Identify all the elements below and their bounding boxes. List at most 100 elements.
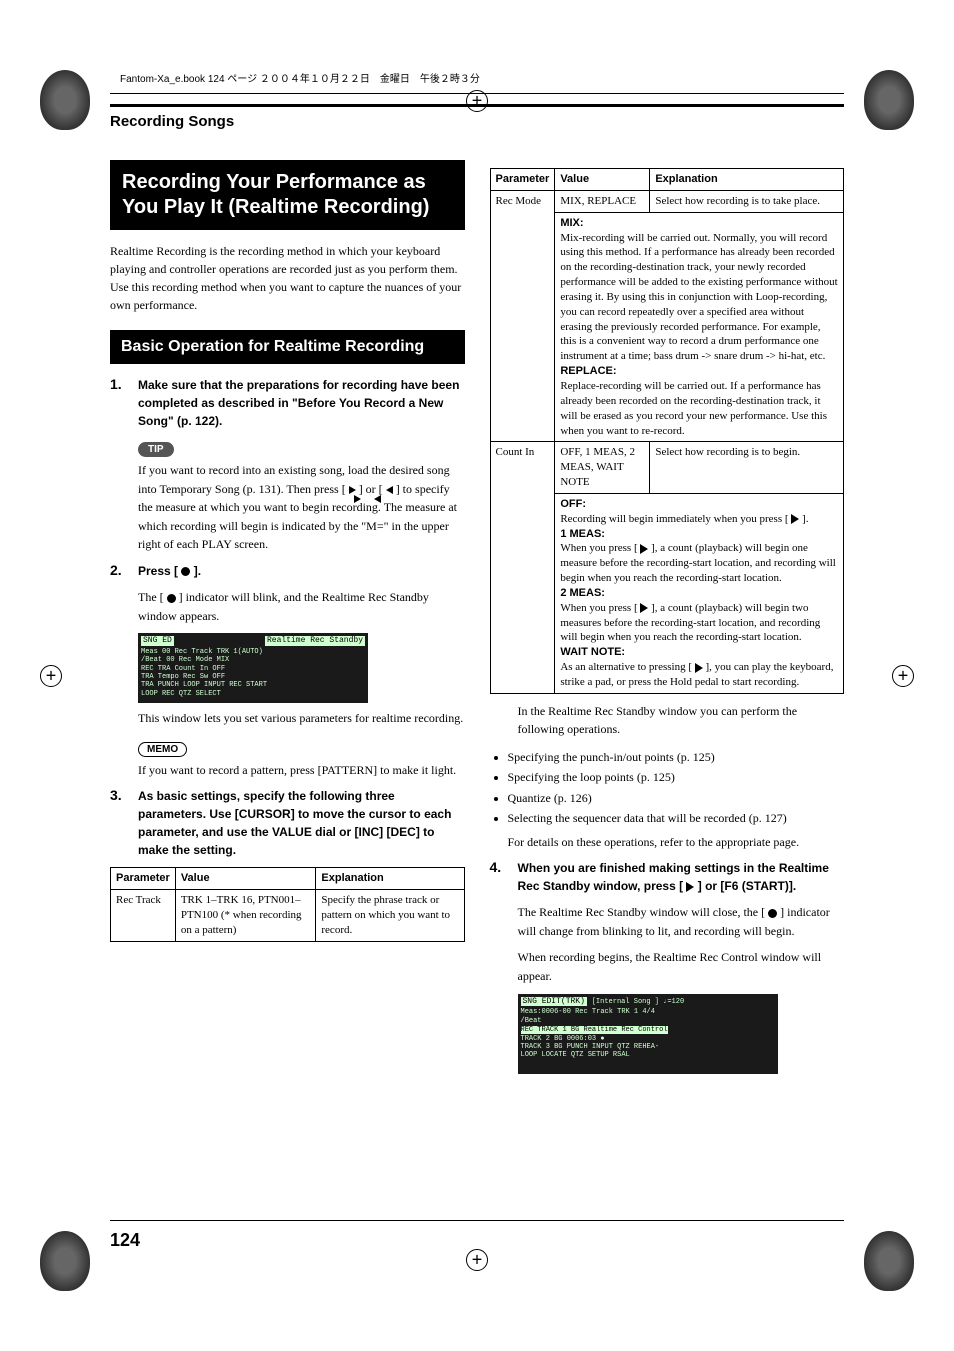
mix-text: Mix-recording will be carried out. Norma… [560, 232, 837, 363]
t2-h-param: Parameter [490, 169, 555, 191]
record-icon-2 [167, 594, 176, 603]
ss2-l4: TRACK 2 BG 0006:03 ● [521, 1035, 775, 1043]
t2-recmode-detail: MIX: Mix-recording will be carried out. … [555, 212, 844, 442]
left-column: Recording Your Performance as You Play I… [110, 160, 465, 1080]
print-corner-br [864, 1231, 914, 1291]
play-icon-5 [686, 882, 694, 892]
step-4-text-a: The Realtime Rec Standby window will clo… [518, 905, 769, 919]
replace-text: Replace-recording will be carried out. I… [560, 380, 827, 437]
lcd-screenshot-control: SNG EDIT(TRK) [Internal Song ] ♩=120 Mea… [518, 994, 778, 1074]
step-1: 1. Make sure that the preparations for r… [110, 376, 465, 430]
record-icon-3 [768, 909, 777, 918]
step-num-3: 3. [110, 787, 128, 859]
step-2-text-b: ] indicator will blink, and the Realtime… [138, 590, 429, 623]
ss1-l5: TRA PUNCH LOOP INPUT REC START [141, 681, 365, 689]
t2-countin-p: Count In [490, 442, 555, 694]
wn-text-a: As an alternative to pressing [ [560, 661, 694, 673]
wn-heading: WAIT NOTE: [560, 646, 625, 658]
subsection-title: Basic Operation for Realtime Recording [110, 330, 465, 364]
footer-rule [110, 1220, 844, 1221]
ss2-l6: LOOP LOCATE QTZ SETUP RSAL [521, 1051, 775, 1059]
table-row: Count In OFF, 1 MEAS, 2 MEAS, WAIT NOTE … [490, 442, 844, 494]
step-3-body: As basic settings, specify the following… [138, 787, 465, 859]
t2-recmode-p: Rec Mode [490, 190, 555, 442]
step-2-bold-a: Press [ [138, 564, 181, 578]
m2-text-a: When you press [ [560, 602, 640, 614]
memo-badge: MEMO [138, 742, 187, 757]
m1-text-a: When you press [ [560, 542, 640, 554]
registration-mark-left [40, 665, 62, 687]
ss2-l1: Meas:0006-00 Rec Track TRK 1 4/4 [521, 1008, 775, 1016]
intro-paragraph: Realtime Recording is the recording meth… [110, 242, 465, 314]
parameter-table-2: Parameter Value Explanation Rec Mode MIX… [490, 168, 845, 694]
t2-recmode-e: Select how recording is to take place. [650, 190, 844, 212]
rewind-icon [386, 486, 393, 494]
step-num-1: 1. [110, 376, 128, 430]
t2-countin-e: Select how recording is to begin. [650, 442, 844, 494]
off-heading: OFF: [560, 498, 586, 510]
step-4: 4. When you are finished making settings… [490, 859, 845, 895]
table-row: Rec Track TRK 1–TRK 16, PTN001–PTN100 (*… [111, 890, 465, 942]
t2-countin-detail: OFF: Recording will begin immediately wh… [555, 493, 844, 693]
step-3: 3. As basic settings, specify the follow… [110, 787, 465, 859]
step-4-heading: When you are finished making settings in… [518, 859, 845, 895]
off-text-a: Recording will begin immediately when yo… [560, 513, 791, 525]
tip-text: If you want to record into an existing s… [138, 461, 465, 554]
list-item: Specifying the loop points (p. 125) [508, 767, 845, 787]
ss1-title: SNG ED [141, 636, 174, 646]
print-corner-tr [864, 70, 914, 130]
ss1-l2: /Beat 00 Rec Mode MIX [141, 656, 365, 664]
step-2: 2. Press [ ]. [110, 562, 465, 580]
step-4-text-1: The Realtime Rec Standby window will clo… [518, 903, 845, 940]
registration-mark-top [466, 90, 488, 112]
t1-h-param: Parameter [111, 868, 176, 890]
ss2-l5: TRACK 3 BG PUNCH INPUT QTZ REHEA- [521, 1043, 775, 1051]
screenshot-caption: This window lets you set various paramet… [138, 709, 465, 728]
list-item: Quantize (p. 126) [508, 788, 845, 808]
off-text-b: ]. [799, 513, 808, 525]
t1-r1-p: Rec Track [111, 890, 176, 942]
ss1-l3: REC TRA Count In OFF [141, 665, 365, 673]
step-4-bold-b: ] or [F6 (START)]. [698, 879, 796, 893]
play-icon-4 [695, 663, 703, 673]
ss2-header: [Internal Song ] ♩=120 [592, 998, 684, 1006]
operations-list: Specifying the punch-in/out points (p. 1… [508, 747, 845, 829]
fast-forward-icon [349, 486, 356, 494]
after-table-text: In the Realtime Rec Standby window you c… [518, 702, 845, 739]
step-2-bold-b: ]. [194, 564, 201, 578]
lcd-screenshot-standby: SNG ED Realtime Rec Standby Meas 00 Rec … [138, 633, 368, 703]
ss1-l4: TRA Tempo Rec Sw OFF [141, 673, 365, 681]
m2-heading: 2 MEAS: [560, 587, 605, 599]
ss2-l3: REC TRACK 1 BG Realtime Rec Control [521, 1026, 668, 1034]
tip-badge: TIP [138, 442, 174, 457]
ss2-title: SNG EDIT(TRK) [521, 997, 587, 1007]
m1-heading: 1 MEAS: [560, 528, 605, 540]
ss1-l1: Meas 00 Rec Track TRK 1(AUTO) [141, 648, 365, 656]
t1-r1-v: TRK 1–TRK 16, PTN001–PTN100 (* when reco… [175, 890, 316, 942]
step-1-body: Make sure that the preparations for reco… [138, 376, 465, 430]
t2-h-expl: Explanation [650, 169, 844, 191]
step-2-text: The [ ] indicator will blink, and the Re… [138, 588, 465, 625]
table-row: Rec Mode MIX, REPLACE Select how recordi… [490, 190, 844, 212]
print-corner-tl [40, 70, 90, 130]
ss2-l2: /Beat [521, 1017, 775, 1025]
step-2-heading: Press [ ]. [138, 562, 465, 580]
main-title: Recording Your Performance as You Play I… [110, 160, 465, 230]
t1-h-expl: Explanation [316, 868, 464, 890]
print-corner-bl [40, 1231, 90, 1291]
record-icon [181, 567, 190, 576]
t2-countin-v: OFF, 1 MEAS, 2 MEAS, WAIT NOTE [555, 442, 650, 494]
parameter-table-1: Parameter Value Explanation Rec Track TR… [110, 867, 465, 941]
tip-text-b: ] or [ [359, 482, 386, 496]
step-4-text-2: When recording begins, the Realtime Rec … [518, 948, 845, 985]
page-meta-header: Fantom-Xa_e.book 124 ページ ２００４年１０月２２日 金曜日… [120, 70, 909, 85]
ss1-l6: LOOP REC QTZ SELECT [141, 690, 365, 698]
t2-recmode-v: MIX, REPLACE [555, 190, 650, 212]
t1-r1-e: Specify the phrase track or pattern on w… [316, 890, 464, 942]
step-num-4: 4. [490, 859, 508, 895]
t2-h-value: Value [555, 169, 650, 191]
registration-mark-right [892, 665, 914, 687]
section-title: Recording Songs [110, 113, 844, 130]
after-bullets-text: For details on these operations, refer t… [508, 833, 845, 852]
registration-mark-bottom [466, 1249, 488, 1271]
